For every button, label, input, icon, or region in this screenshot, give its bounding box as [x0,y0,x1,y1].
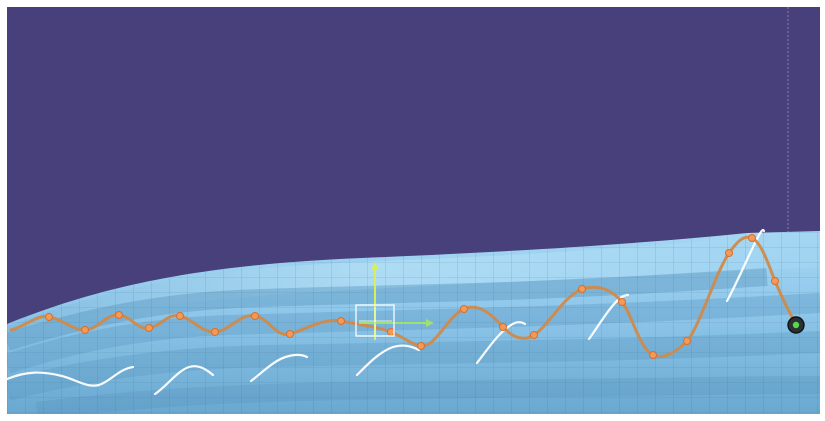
cad-scene[interactable] [7,7,820,414]
guide-curve-4 [355,344,421,377]
guide-curve-1 [7,365,135,387]
control-point [251,312,259,320]
control-point [683,337,691,345]
control-point [725,249,733,257]
control-point [771,277,779,285]
selection-box [355,304,395,337]
control-curve[interactable] [9,235,798,358]
control-point [145,324,153,332]
control-point [530,331,538,339]
guide-curve-2 [153,365,215,396]
y-axis-arrow [371,262,379,270]
axis-manipulator-icon[interactable] [355,262,434,340]
control-point [286,330,294,338]
control-point [176,312,184,320]
control-point [748,234,756,242]
control-point [649,351,657,359]
guide-curve-3 [249,353,309,383]
control-point [578,285,586,293]
control-point [618,298,626,306]
control-point [115,311,123,319]
control-point [211,328,219,336]
control-point [45,313,53,321]
x-axis-arrow [426,319,434,327]
guide-curves [7,228,766,396]
control-point [417,342,425,350]
guide-curve-7 [725,228,766,303]
control-point [337,317,345,325]
control-points[interactable] [45,234,779,359]
control-point [460,305,468,313]
3d-viewport[interactable] [7,7,820,414]
control-point [499,323,507,331]
endpoint-marker-icon[interactable] [787,316,805,334]
control-point [81,326,89,334]
guide-curve-5 [475,321,527,365]
